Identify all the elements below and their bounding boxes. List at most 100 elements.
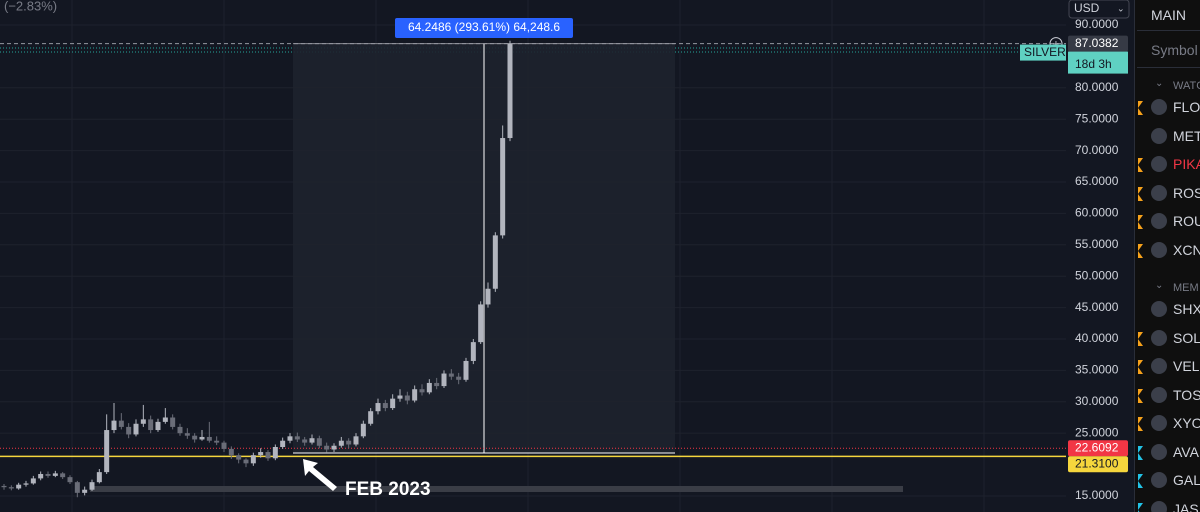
candle-body — [404, 395, 410, 401]
candle-body — [8, 487, 14, 489]
candle-body — [419, 389, 425, 393]
flag — [1138, 388, 1143, 403]
candle-body — [170, 417, 176, 427]
candle-body — [1, 485, 7, 488]
candle-body — [360, 423, 366, 437]
currency-select[interactable] — [1068, 0, 1130, 19]
column-header[interactable]: Symbol — [1151, 42, 1198, 58]
symbol-icon — [1151, 301, 1167, 317]
measure-label-bg — [395, 18, 573, 38]
symbol-name[interactable]: ROS — [1173, 184, 1200, 201]
candle-body — [133, 423, 139, 435]
y-tick-label: 60.0000 — [1075, 206, 1119, 220]
candle-body — [104, 430, 110, 473]
candle-body — [346, 440, 352, 445]
y-tick-label: 65.0000 — [1075, 174, 1119, 188]
symbol-icon — [1151, 99, 1167, 115]
y-tick-label: 25.0000 — [1075, 425, 1119, 439]
candle-body — [89, 482, 95, 490]
candle-body — [60, 473, 66, 478]
candle-body — [140, 419, 146, 424]
marks — [0, 40, 1066, 498]
section-label[interactable]: MEM — [1173, 282, 1199, 294]
flag — [1138, 417, 1143, 431]
symbol-box — [1020, 44, 1066, 61]
symbol-name[interactable]: VEL — [1173, 358, 1200, 374]
candle-body — [111, 420, 117, 431]
symbol-icon — [1151, 329, 1167, 346]
symbol-name[interactable]: FLO — [1173, 99, 1200, 115]
candle-body — [23, 483, 29, 485]
symbol-name[interactable]: TOS — [1173, 386, 1200, 403]
currency[interactable]: USD — [1074, 1, 1100, 15]
symbol-name[interactable]: GAL — [1173, 472, 1200, 488]
price-line-box — [1068, 440, 1128, 457]
y-tick-label: 90.0000 — [1075, 17, 1119, 31]
candle-body — [52, 473, 58, 476]
section-caret: ⌄ — [1155, 78, 1164, 89]
sidebar: MAIN Symbol ⌄ WATC FLO MET PIKA ROS ROU XCN ⌄ MEM… — [1134, 0, 1200, 512]
candle-body — [309, 438, 315, 443]
y-tick-label: 15.0000 — [1075, 488, 1119, 502]
symbol-icon — [1151, 127, 1167, 144]
symbol-name[interactable]: SHX — [1173, 301, 1200, 317]
symbol-name[interactable]: AVA — [1173, 443, 1199, 460]
symbol-name[interactable]: JAS — [1173, 500, 1199, 512]
candle-body — [375, 403, 381, 412]
caret: ⌄ — [1117, 3, 1125, 13]
measure-label: 64.2486 (293.61%) 64,248.6 — [408, 20, 560, 34]
y-tick-label: 50.0000 — [1075, 268, 1119, 282]
candle-body — [221, 442, 227, 449]
section-label[interactable]: WATC — [1173, 80, 1200, 92]
candle-body — [338, 440, 344, 446]
y-tick-label: 75.0000 — [1075, 111, 1119, 125]
candle-body — [280, 440, 286, 448]
sidebar-title[interactable]: MAIN — [1151, 7, 1186, 23]
symbol-icon — [1151, 241, 1167, 258]
candle-body — [162, 417, 168, 422]
candle-body — [30, 478, 36, 484]
y-tick-label: 70.0000 — [1075, 143, 1119, 157]
flag — [1138, 158, 1143, 172]
y-tick-label: 45.0000 — [1075, 300, 1119, 314]
price-line-label: 21.3100 — [1075, 456, 1119, 470]
price-line-label: 22.6092 — [1075, 440, 1119, 454]
y-tick-label: 55.0000 — [1075, 237, 1119, 251]
y-tick-label: 40.0000 — [1075, 331, 1119, 345]
candle-body — [236, 455, 242, 460]
candle-body — [199, 436, 205, 440]
candle-body — [302, 439, 308, 443]
candle-body — [331, 445, 337, 450]
symbol-name[interactable]: PIKA — [1173, 156, 1200, 172]
symbol-name[interactable]: SOL — [1173, 329, 1200, 346]
flag — [1138, 360, 1143, 374]
column-header-bg — [1137, 30, 1200, 68]
candle-body — [184, 433, 190, 436]
flag — [1138, 474, 1143, 488]
flag — [1138, 502, 1143, 512]
symbol-name[interactable]: XCN — [1173, 241, 1200, 258]
symbol-name[interactable]: ROU — [1173, 213, 1200, 229]
candle-body — [16, 484, 22, 489]
candle-body — [507, 43, 513, 139]
candle-body — [206, 436, 212, 441]
candle-body — [426, 382, 432, 393]
change-label: (−2.83%) — [4, 0, 57, 13]
candle-body — [316, 438, 322, 446]
candle-body — [82, 489, 88, 493]
price-line-box — [1068, 456, 1128, 473]
symbol-name[interactable]: MET — [1173, 127, 1200, 144]
candle-body — [463, 360, 469, 380]
symbol-name[interactable]: XYO — [1173, 415, 1200, 431]
candle-body — [434, 382, 440, 387]
last-price-label: 87.0382 — [1075, 36, 1119, 50]
y-tick-label: 35.0000 — [1075, 363, 1119, 377]
flag — [1138, 331, 1143, 346]
candle-body — [45, 474, 51, 476]
candle-body — [126, 426, 132, 435]
candle-body — [250, 455, 256, 464]
drawing-bar — [90, 486, 903, 492]
candle-body — [382, 403, 388, 409]
symbol-icon — [1151, 213, 1167, 229]
